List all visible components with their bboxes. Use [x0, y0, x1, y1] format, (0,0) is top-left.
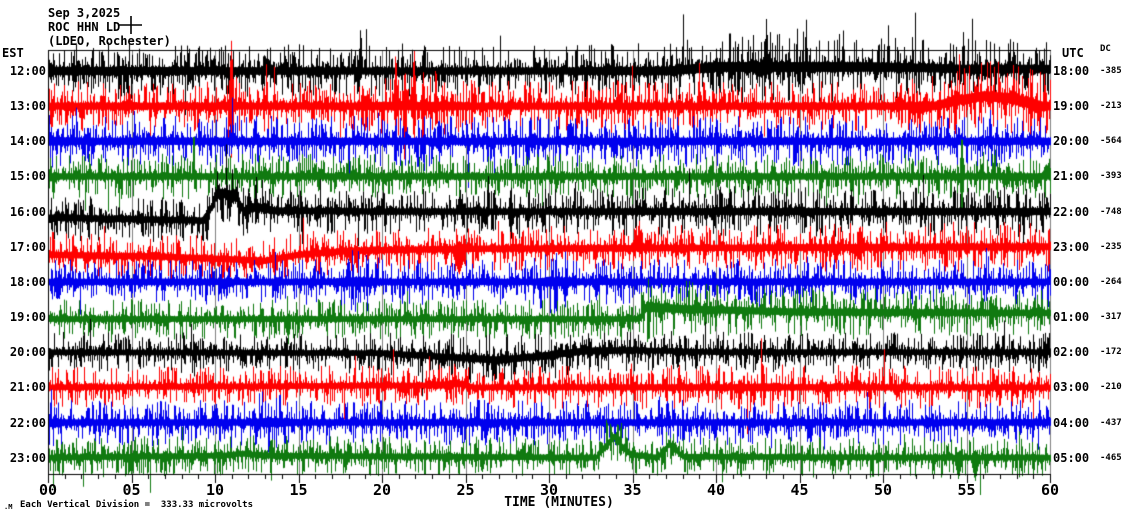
utc-label-04:00: 04:00: [1053, 415, 1090, 430]
utc-label-21:00: 21:00: [1053, 169, 1090, 184]
dc-column-title: DC: [1100, 44, 1111, 54]
header-date: Sep 3,2025: [48, 6, 121, 20]
est-label-16:00: 16:00: [9, 204, 46, 219]
dc-value-01:00: -317: [1100, 312, 1122, 323]
x-tick-label-60: 60: [1040, 481, 1060, 499]
x-tick-label-40: 40: [706, 481, 726, 499]
dc-value-00:00: -264: [1100, 276, 1122, 287]
dc-value-21:00: -393: [1100, 171, 1122, 182]
dc-value-02:00: -172: [1100, 347, 1122, 358]
utc-label-22:00: 22:00: [1053, 204, 1090, 219]
dc-value-03:00: -210: [1100, 382, 1122, 393]
utc-label-23:00: 23:00: [1053, 239, 1090, 254]
utc-label-00:00: 00:00: [1053, 274, 1090, 289]
est-label-12:00: 12:00: [9, 64, 46, 78]
est-label-23:00: 23:00: [9, 450, 46, 465]
utc-label-19:00: 19:00: [1053, 99, 1090, 114]
x-tick-label-15: 15: [289, 481, 308, 499]
x-tick-label-10: 10: [205, 481, 225, 499]
dc-value-22:00: -748: [1100, 206, 1122, 217]
dc-value-20:00: -564: [1100, 136, 1122, 147]
est-label-13:00: 13:00: [9, 99, 46, 114]
crosshair-icon: [118, 16, 142, 34]
utc-label-20:00: 20:00: [1053, 134, 1090, 149]
x-tick-label-20: 20: [372, 481, 392, 499]
footer-mark: .M: [4, 503, 13, 511]
utc-label-03:00: 03:00: [1053, 380, 1090, 395]
x-tick-label-50: 50: [873, 481, 893, 499]
est-label-15:00: 15:00: [9, 169, 46, 184]
est-label-20:00: 20:00: [9, 345, 46, 360]
x-axis-title: TIME (MINUTES): [504, 495, 614, 510]
utc-label-02:00: 02:00: [1053, 345, 1090, 360]
est-label-18:00: 18:00: [9, 274, 46, 289]
vertical-division-note: Each Vertical Division = 333.33 microvol…: [20, 500, 253, 510]
x-tick-label-00: 00: [38, 481, 58, 499]
dc-value-18:00: -385: [1100, 66, 1122, 76]
right-axis-title: UTC: [1062, 46, 1084, 60]
dc-value-19:00: -213: [1100, 101, 1122, 112]
header-network: (LDEO, Rochester): [48, 34, 171, 48]
est-label-22:00: 22:00: [9, 415, 46, 430]
est-label-21:00: 21:00: [9, 380, 46, 395]
dc-value-23:00: -235: [1100, 241, 1122, 252]
x-tick-label-35: 35: [623, 481, 642, 499]
utc-label-18:00: 18:00: [1053, 64, 1090, 78]
est-label-17:00: 17:00: [9, 239, 46, 254]
x-tick-label-30: 30: [539, 481, 559, 499]
x-tick-label-55: 55: [957, 481, 976, 499]
x-tick-label-25: 25: [456, 481, 475, 499]
left-axis-title: EST: [2, 46, 24, 60]
header-station: ROC HHN LD: [48, 20, 121, 34]
x-tick-label-45: 45: [790, 481, 809, 499]
dc-value-05:00: -465: [1100, 452, 1122, 463]
est-label-14:00: 14:00: [9, 134, 46, 149]
x-tick-label-05: 05: [122, 481, 141, 499]
utc-label-01:00: 01:00: [1053, 310, 1090, 325]
est-label-19:00: 19:00: [9, 310, 46, 325]
utc-label-05:00: 05:00: [1053, 450, 1090, 465]
dc-value-04:00: -437: [1100, 417, 1122, 428]
